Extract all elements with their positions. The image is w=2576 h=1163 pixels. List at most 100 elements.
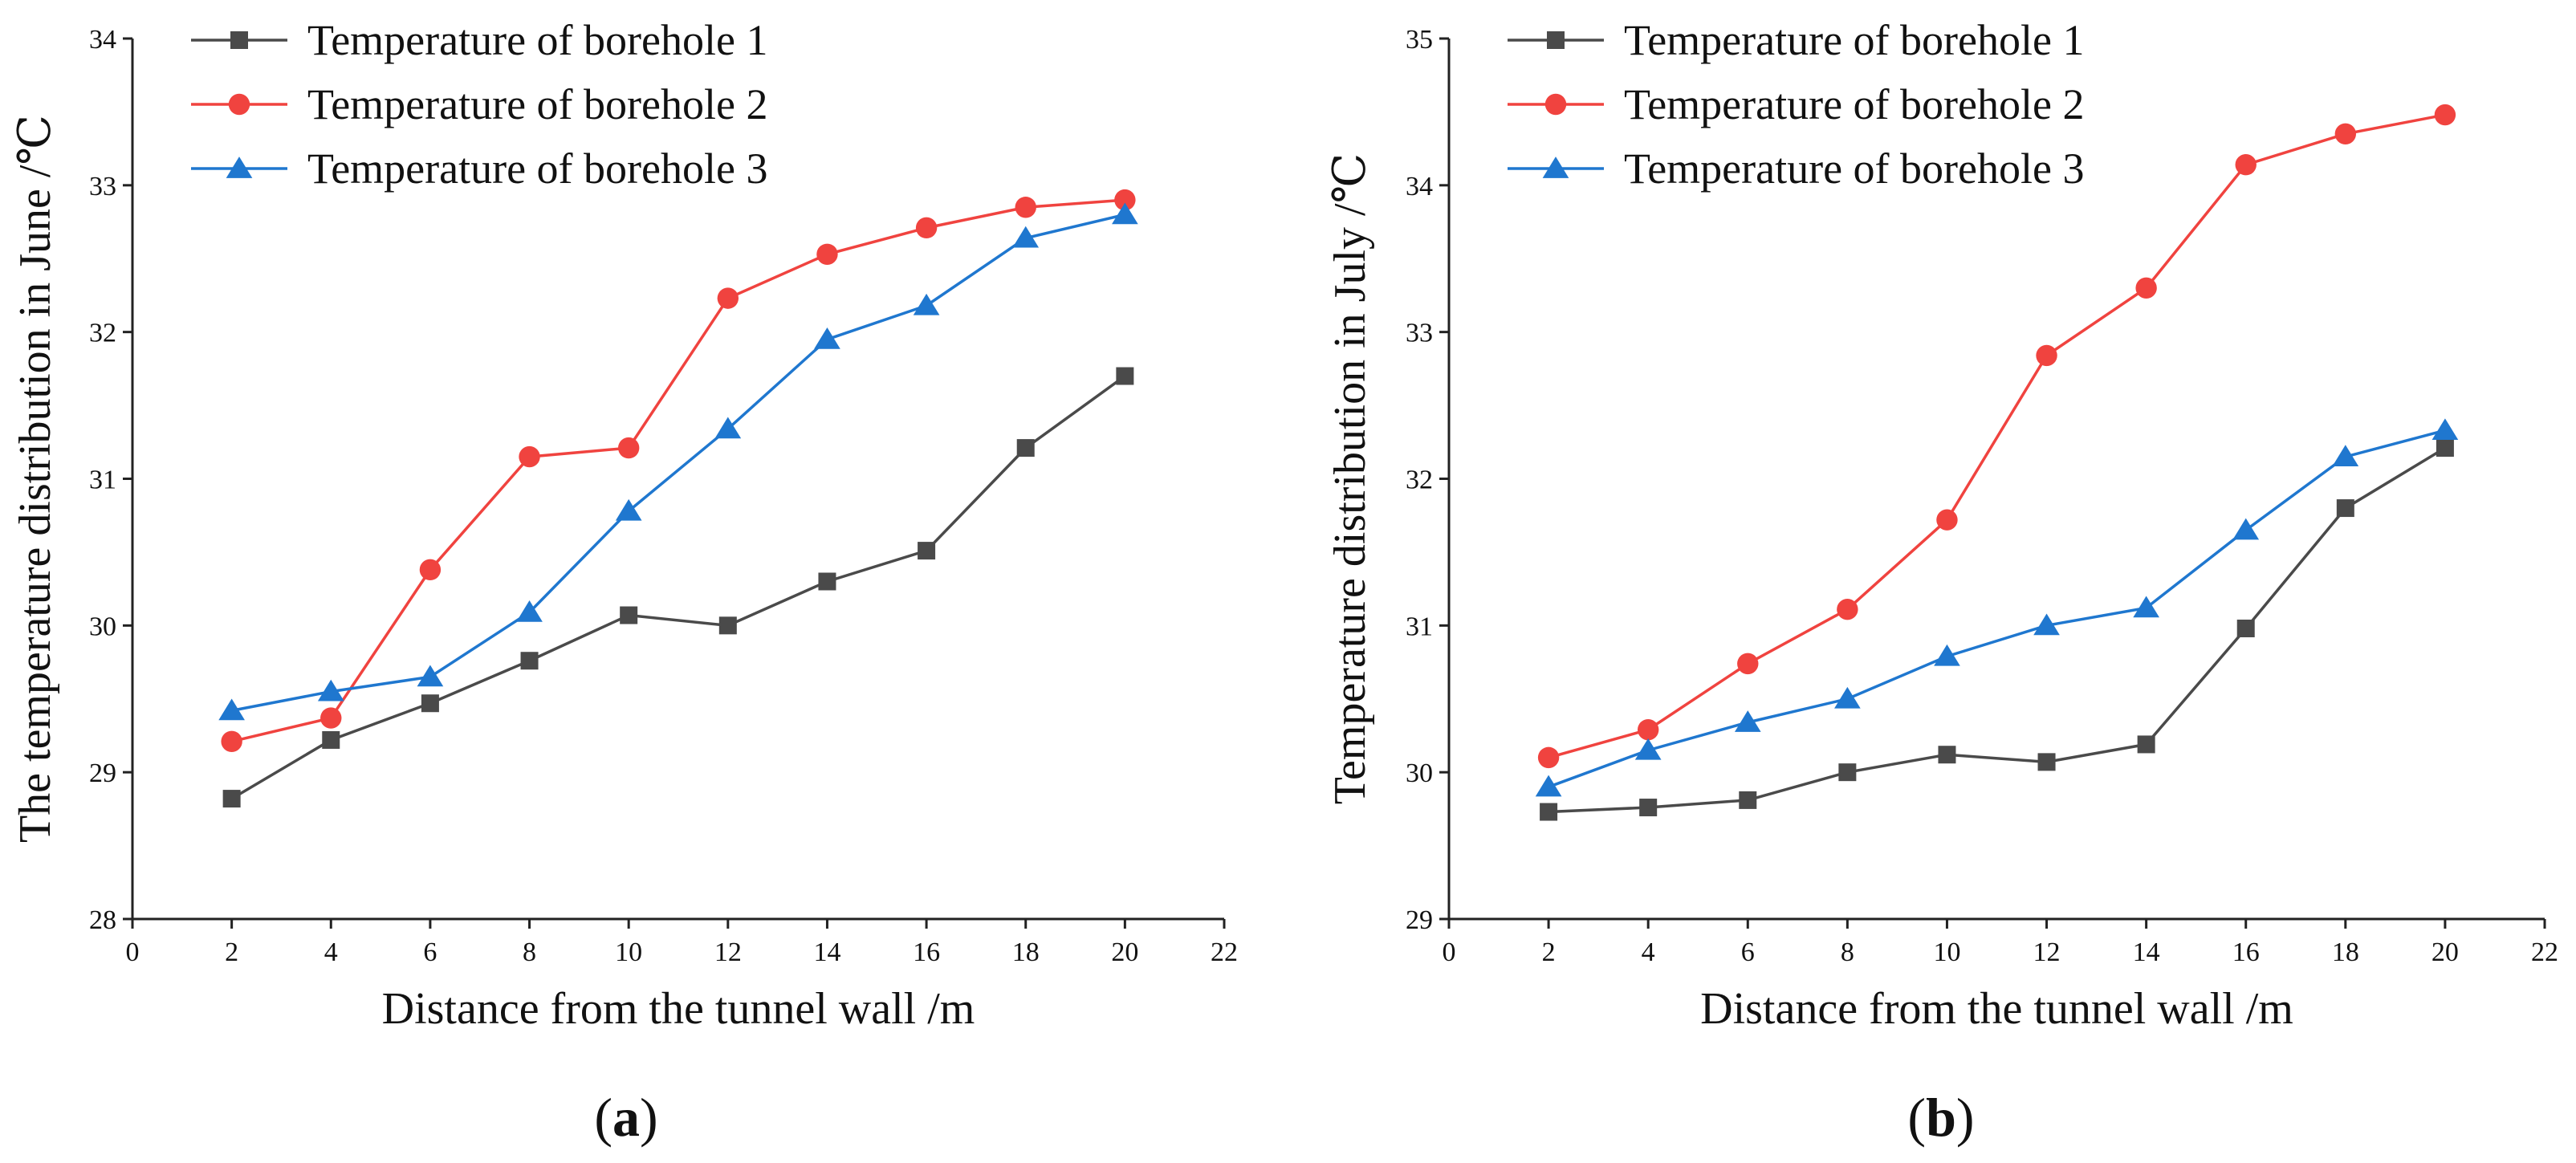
y-tick-label: 31 — [1406, 612, 1433, 641]
data-point — [317, 679, 344, 701]
data-point — [1734, 710, 1761, 732]
legend-entry: Temperature of borehole 1 — [1624, 16, 2084, 64]
legend-marker — [228, 93, 250, 116]
x-tick-label: 8 — [1841, 937, 1854, 967]
data-point — [1535, 775, 1562, 797]
series-line — [1548, 446, 2446, 814]
legend-marker — [1542, 157, 1569, 178]
data-point — [2332, 445, 2359, 466]
series-line — [1548, 429, 2446, 789]
data-point — [818, 572, 836, 591]
x-axis-title: Distance from the tunnel wall /m — [1700, 984, 2293, 1034]
data-point — [1012, 226, 1040, 248]
x-tick-label: 20 — [1111, 937, 1138, 967]
y-tick-label: 28 — [89, 905, 116, 935]
legend-entry: Temperature of borehole 2 — [1624, 80, 2084, 128]
series-3 — [1535, 418, 2459, 797]
x-tick-label: 8 — [523, 937, 536, 967]
series-1 — [222, 367, 1134, 808]
series-2 — [221, 189, 1136, 752]
y-tick-label: 35 — [1406, 25, 1433, 55]
series-line — [231, 198, 1125, 743]
data-point — [516, 600, 543, 622]
panel-letter: b — [1926, 1087, 1956, 1148]
data-point — [2432, 418, 2459, 441]
data-point — [1934, 644, 1960, 666]
x-tick-label: 12 — [714, 937, 742, 967]
legend-marker — [226, 157, 253, 178]
series-1 — [1540, 439, 2454, 821]
data-point — [717, 287, 739, 309]
data-point — [1834, 686, 1861, 709]
y-axis-title: The temperature distribution in June /℃ — [10, 115, 60, 843]
x-tick-label: 10 — [1933, 937, 1960, 967]
data-point — [2434, 104, 2456, 126]
data-point — [218, 698, 245, 721]
x-tick-label: 2 — [1542, 937, 1556, 967]
x-tick-label: 0 — [126, 937, 140, 967]
data-point — [1737, 653, 1759, 675]
panel-letter: a — [612, 1087, 640, 1148]
y-axis-title: Temperature distribution in July /℃ — [1325, 153, 1375, 804]
data-point — [1537, 746, 1560, 769]
data-point — [1938, 746, 1956, 764]
data-point — [320, 707, 342, 729]
panel-label: (b) — [1907, 1087, 1974, 1148]
x-tick-label: 22 — [1211, 937, 1238, 967]
x-tick-label: 16 — [2232, 937, 2260, 967]
data-point — [913, 293, 940, 315]
chart-panel-a: 0 2 4 6 8 10 12 14 16 18 20 22 28 29 30 31 32 33 34 Distanc… — [10, 16, 1238, 1148]
data-point — [2235, 154, 2257, 176]
data-point — [1739, 791, 1757, 809]
x-tick-label: 22 — [2531, 937, 2558, 967]
data-point — [2137, 735, 2155, 754]
data-point — [718, 616, 737, 635]
data-point — [617, 437, 640, 459]
y-tick-label: 33 — [89, 172, 116, 201]
x-tick-label: 16 — [913, 937, 940, 967]
y-tick-label: 32 — [1406, 466, 1433, 495]
data-point — [2135, 277, 2157, 299]
x-tick-label: 10 — [615, 937, 642, 967]
series-line — [231, 213, 1125, 713]
data-point — [1016, 439, 1035, 457]
y-tick-label: 30 — [89, 612, 116, 641]
data-point — [520, 652, 539, 670]
x-axis-title: Distance from the tunnel wall /m — [382, 984, 975, 1034]
data-point — [814, 327, 840, 349]
data-point — [1114, 189, 1136, 211]
legend: Temperature of borehole 1 Temperature of … — [191, 16, 767, 193]
y-tick-label: 32 — [89, 319, 116, 348]
data-point — [1838, 763, 1857, 782]
x-tick-label: 6 — [423, 937, 437, 967]
data-point — [2133, 596, 2159, 618]
data-point — [620, 606, 638, 624]
x-tick-label: 12 — [2033, 937, 2061, 967]
panel-label: (a) — [594, 1087, 657, 1148]
y-tick-label: 33 — [1406, 319, 1433, 348]
data-point — [918, 542, 936, 560]
x-tick-label: 20 — [2432, 937, 2459, 967]
series-line — [230, 375, 1126, 800]
legend-entry: Temperature of borehole 2 — [307, 80, 767, 128]
legend-entry: Temperature of borehole 3 — [1624, 144, 2084, 193]
y-tick-label: 30 — [1406, 758, 1433, 788]
data-point — [417, 665, 444, 687]
data-point — [2232, 518, 2260, 540]
data-point — [1637, 718, 1659, 741]
x-tick-label: 14 — [2133, 937, 2160, 967]
y-tick-label: 29 — [89, 758, 116, 788]
data-point — [419, 559, 442, 581]
data-point — [221, 730, 242, 752]
data-point — [2036, 344, 2057, 367]
legend: Temperature of borehole 1 Temperature of … — [1508, 16, 2084, 193]
series-line — [1548, 113, 2446, 759]
data-point — [615, 498, 642, 521]
y-tick-label: 29 — [1406, 905, 1433, 935]
series-2 — [1537, 104, 2456, 769]
data-point — [915, 217, 938, 239]
data-point — [1015, 197, 1036, 218]
x-tick-label: 18 — [2332, 937, 2359, 967]
data-point — [816, 243, 838, 265]
data-point — [2236, 619, 2255, 637]
